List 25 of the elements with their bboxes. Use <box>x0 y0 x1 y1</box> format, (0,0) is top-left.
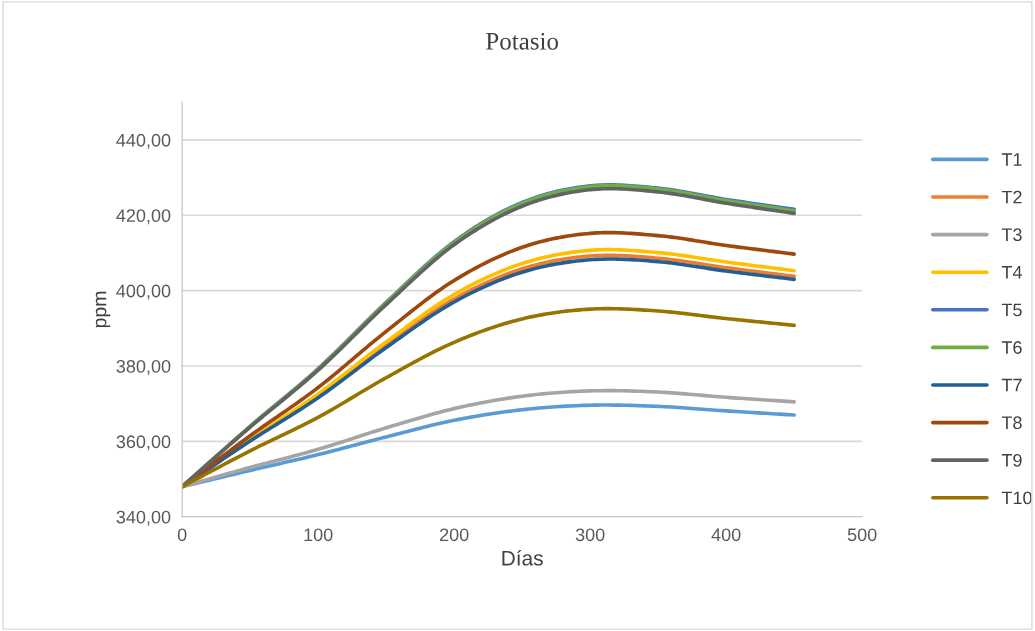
y-tick-label: 440,00 <box>116 133 171 149</box>
y-tick-label: 360,00 <box>116 435 171 451</box>
legend-label: T4 <box>1001 266 1022 279</box>
legend-label: T10 <box>1001 491 1032 505</box>
x-tick-label: 500 <box>847 528 877 542</box>
legend-label: T8 <box>1001 416 1022 430</box>
x-tick-label: 300 <box>575 528 605 542</box>
chart-title: Potasio <box>486 32 559 50</box>
y-tick-label: 340,00 <box>116 510 171 526</box>
legend-label: T3 <box>1001 228 1022 242</box>
y-axis-title: ppm <box>95 291 111 328</box>
y-tick-label: 380,00 <box>116 359 171 375</box>
x-tick-label: 400 <box>711 528 741 542</box>
legend-label: T5 <box>1001 303 1022 317</box>
x-tick-label: 100 <box>304 528 333 542</box>
legend-label: T2 <box>1001 190 1022 204</box>
legend-label: T1 <box>1001 153 1022 166</box>
legend-label: T9 <box>1001 453 1022 467</box>
x-tick-label: 200 <box>440 528 469 542</box>
y-tick-label: 400,00 <box>116 284 171 300</box>
x-tick-label: 0 <box>177 528 187 542</box>
x-axis-title: Días <box>502 550 543 566</box>
legend-label: T7 <box>1001 378 1022 392</box>
legend-label: T6 <box>1001 341 1022 354</box>
y-tick-label: 420,00 <box>116 209 171 225</box>
